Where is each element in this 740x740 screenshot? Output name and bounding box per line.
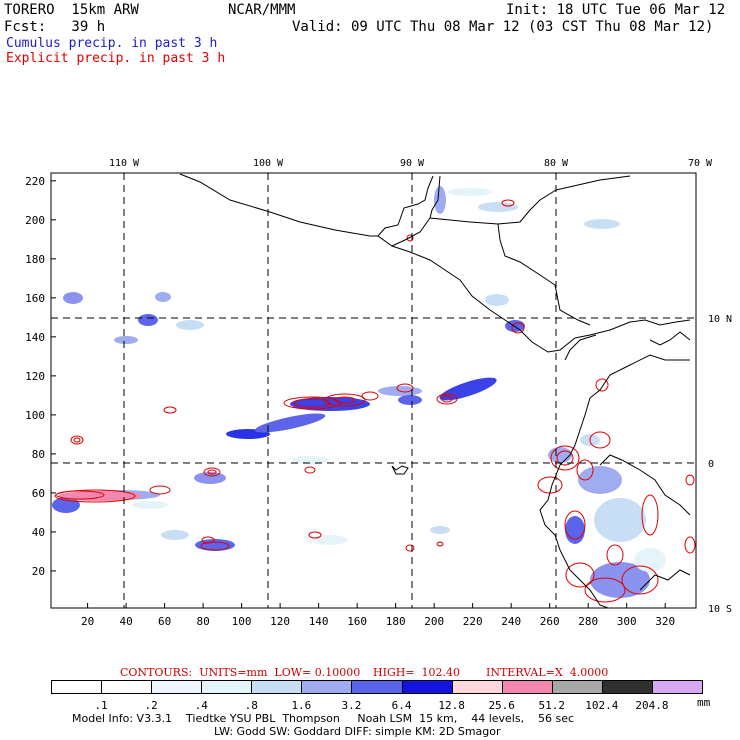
organization: NCAR/MMM [228, 2, 296, 18]
y-tick-label: 40 [32, 526, 45, 539]
colorbar-swatch [551, 680, 603, 694]
forecast-hour: Fcst: 39 h [4, 19, 106, 35]
cumulus-precip [52, 186, 666, 598]
colorbar-label: 204.8 [635, 699, 669, 712]
y-tick-label: 60 [32, 487, 45, 500]
colorbar-label: .4 [194, 699, 208, 712]
x-tick-label: 300 [617, 615, 637, 628]
y-tick-label: 140 [25, 331, 45, 344]
y-tick-labels: 20 40 60 80 100 120 140 160 180 200 220 [25, 175, 45, 578]
x-tick-label: 160 [347, 615, 367, 628]
x-tick-label: 60 [158, 615, 171, 628]
explicit-precip-contours [54, 199, 696, 603]
plot-frame [50, 172, 697, 609]
contours-high: HIGH= 102.40 [373, 666, 461, 679]
x-tick-label: 20 [81, 615, 94, 628]
x-tick-label: 220 [463, 615, 483, 628]
colorbar-swatch [351, 680, 403, 694]
colorbar-swatch [601, 680, 653, 694]
x-tick-labels: 20 40 60 80 100 120 140 160 180 200 220 240 260 280 30… [81, 615, 675, 628]
colorbar-swatch [201, 680, 253, 694]
lat-label-0: 0 [708, 459, 714, 470]
y-tick-label: 160 [25, 292, 45, 305]
x-tick-label: 240 [501, 615, 521, 628]
model-title: TORERO 15km ARW [4, 2, 139, 18]
model-info: Model Info: V3.3.1 Tiedtke YSU PBL Thomp… [72, 712, 575, 725]
lon-label-70w: 70 W [688, 158, 713, 169]
lon-label-90w: 90 W [400, 158, 425, 169]
colorbar-swatch [651, 680, 703, 694]
x-tick-label: 40 [119, 615, 132, 628]
colorbar-label: 102.4 [585, 699, 619, 712]
colorbar-swatch [51, 680, 103, 694]
lat-label-10s: 10 S [708, 604, 732, 615]
x-tick-label: 280 [578, 615, 598, 628]
contours-interval: INTERVAL=X 4.0000 [486, 666, 609, 679]
y-tick-label: 80 [32, 448, 45, 461]
x-tick-label: 80 [196, 615, 209, 628]
y-tick-label: 120 [25, 370, 45, 383]
x-tick-label: 260 [540, 615, 560, 628]
colorbar-unit: mm [697, 696, 711, 709]
y-tick-label: 220 [25, 175, 45, 188]
model-physics: LW: Godd SW: Goddard DIFF: simple KM: 2D… [214, 725, 501, 738]
y-tick-label: 180 [25, 253, 45, 266]
x-tick-label: 140 [309, 615, 329, 628]
legend-explicit: Explicit precip. in past 3 h [6, 51, 226, 66]
graticule [51, 173, 696, 608]
y-tick-label: 20 [32, 565, 45, 578]
legend-cumulus: Cumulus precip. in past 3 h [6, 36, 218, 51]
colorbar-label: 3.2 [341, 699, 362, 712]
lon-label-80w: 80 W [544, 158, 569, 169]
colorbar-label: 12.8 [438, 699, 465, 712]
x-tick-label: 100 [232, 615, 252, 628]
colorbar-swatch [151, 680, 203, 694]
colorbar-swatch [301, 680, 353, 694]
colorbar-swatch [251, 680, 303, 694]
colorbar-label: 6.4 [391, 699, 412, 712]
x-tick-label: 200 [424, 615, 444, 628]
init-time: Init: 18 UTC Tue 06 Mar 12 [506, 2, 726, 18]
coastlines [179, 173, 691, 609]
lon-label-110w: 110 W [109, 158, 140, 169]
contours-info: CONTOURS: UNITS=mm LOW= 0.10000 [120, 666, 361, 679]
colorbar-swatch [451, 680, 503, 694]
y-tick-label: 100 [25, 409, 45, 422]
colorbar-swatch [401, 680, 453, 694]
valid-time: Valid: 09 UTC Thu 08 Mar 12 (03 CST Thu … [292, 19, 714, 35]
colorbar-label: .8 [244, 699, 258, 712]
colorbar-label: 25.6 [488, 699, 515, 712]
colorbar-label: .2 [144, 699, 158, 712]
lon-label-100w: 100 W [253, 158, 284, 169]
y-tick-label: 200 [25, 214, 45, 227]
colorbar-label: 1.6 [291, 699, 312, 712]
lat-label-10n: 10 N [708, 314, 732, 325]
x-tick-label: 180 [386, 615, 406, 628]
x-tick-label: 120 [270, 615, 290, 628]
x-tick-label: 320 [655, 615, 675, 628]
colorbar-swatch [501, 680, 553, 694]
colorbar-label: .1 [94, 699, 108, 712]
colorbar-label: 51.2 [538, 699, 566, 712]
colorbar-swatch [101, 680, 153, 694]
axis-ticks [51, 180, 666, 608]
